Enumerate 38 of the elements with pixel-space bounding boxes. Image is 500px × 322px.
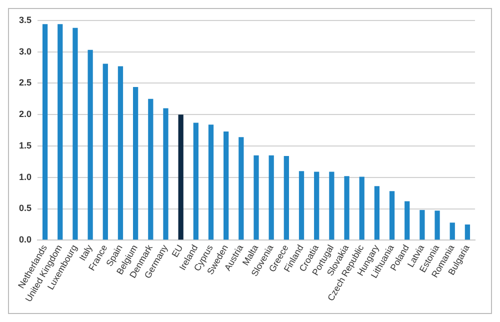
bar xyxy=(284,156,289,240)
bar xyxy=(148,98,154,240)
bar xyxy=(344,176,350,240)
bar xyxy=(314,172,320,240)
y-tick-label: 1.0 xyxy=(18,172,32,182)
bar xyxy=(434,210,440,240)
bar xyxy=(374,186,380,240)
bar xyxy=(464,224,470,240)
bar xyxy=(193,122,198,240)
y-tick-label: 0.0 xyxy=(18,234,32,245)
bar xyxy=(238,137,244,240)
bar xyxy=(224,132,229,240)
bar xyxy=(118,66,124,240)
x-tick-label: EU xyxy=(170,243,185,259)
y-tick-label: 3.5 xyxy=(18,14,32,25)
bar xyxy=(178,114,184,240)
bar xyxy=(72,28,78,240)
bar xyxy=(389,191,395,240)
y-tick-label: 2.0 xyxy=(18,109,32,120)
bar xyxy=(58,24,63,240)
bar xyxy=(88,50,93,240)
y-tick-label: 3.0 xyxy=(18,46,32,56)
y-tick-label: 1.5 xyxy=(18,140,32,150)
bar xyxy=(420,210,425,240)
bar xyxy=(133,86,138,240)
bar xyxy=(163,108,168,240)
bar xyxy=(298,171,304,240)
bar xyxy=(208,124,214,240)
bar xyxy=(102,64,108,240)
bar xyxy=(359,176,364,240)
y-tick-label: 2.5 xyxy=(18,78,32,88)
bar xyxy=(254,155,259,240)
bar xyxy=(404,201,410,240)
bar xyxy=(42,24,48,240)
bar xyxy=(329,172,334,240)
bar xyxy=(450,222,455,240)
bar xyxy=(268,155,274,240)
y-tick-label: 0.5 xyxy=(18,203,32,214)
